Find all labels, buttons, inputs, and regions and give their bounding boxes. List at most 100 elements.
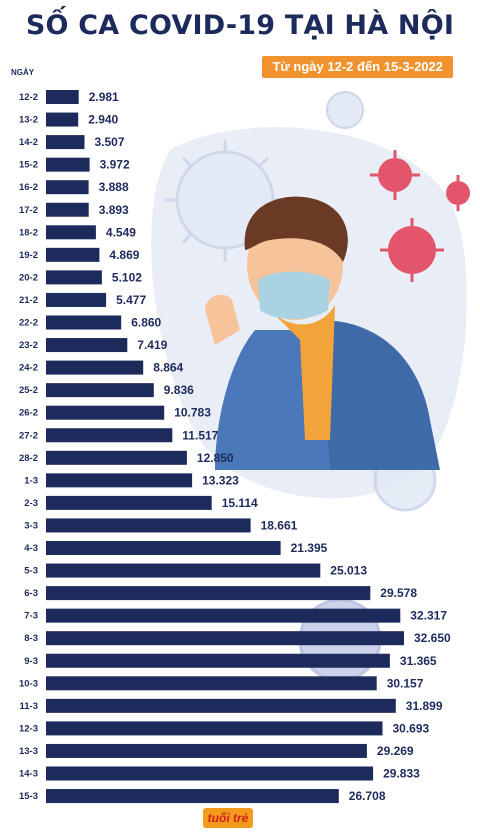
bar (46, 495, 212, 510)
value-label: 9.836 (164, 383, 194, 397)
value-label: 31.365 (400, 654, 437, 668)
bar (46, 631, 404, 646)
bar (46, 541, 281, 555)
bar (46, 247, 100, 262)
category-label: 14-2 (19, 137, 38, 148)
value-label: 13.323 (202, 473, 239, 487)
publisher-logo: tuổi trẻ (203, 808, 253, 828)
value-label: 5.477 (116, 293, 146, 307)
value-label: 30.693 (393, 721, 430, 735)
category-label: 1-3 (24, 475, 38, 486)
value-label: 30.157 (387, 676, 424, 690)
category-label: 22-2 (19, 318, 38, 329)
category-label: 19-2 (19, 250, 38, 261)
bar (46, 315, 122, 330)
bar (46, 180, 89, 195)
value-label: 29.578 (380, 586, 417, 600)
value-label: 31.899 (406, 699, 443, 713)
bar (46, 428, 173, 443)
bar (46, 270, 102, 285)
bar (46, 360, 144, 375)
bar (46, 743, 367, 758)
bar (46, 338, 128, 353)
value-label: 3.888 (99, 180, 129, 194)
bar (46, 721, 383, 736)
category-label: 15-3 (19, 791, 38, 802)
value-label: 3.972 (100, 158, 130, 172)
value-label: 32.317 (410, 609, 447, 623)
bar (46, 473, 193, 488)
category-label: 13-3 (19, 746, 38, 757)
category-label: 15-2 (19, 160, 38, 171)
bar (46, 90, 79, 104)
bar (46, 653, 390, 668)
category-label: 12-2 (19, 92, 38, 103)
value-label: 12.850 (197, 451, 234, 465)
bar (46, 608, 401, 623)
category-label: 24-2 (19, 363, 38, 374)
value-label: 29.833 (383, 767, 420, 781)
bar (46, 518, 251, 533)
bar (46, 135, 85, 150)
bar (46, 789, 339, 804)
value-label: 32.650 (414, 631, 451, 645)
category-label: 9-3 (24, 656, 38, 667)
bar (46, 676, 377, 691)
value-label: 7.419 (137, 338, 167, 352)
value-label: 18.661 (261, 518, 298, 532)
bar (46, 766, 374, 781)
bar (46, 405, 165, 420)
category-label: 2-3 (24, 498, 38, 509)
category-label: 3-3 (24, 520, 38, 531)
category-label: 28-2 (19, 453, 38, 464)
category-label: 26-2 (19, 408, 38, 419)
bar (46, 112, 79, 127)
category-label: 20-2 (19, 272, 38, 283)
bar (46, 586, 371, 601)
value-label: 11.517 (182, 428, 218, 442)
value-label: 26.708 (349, 789, 386, 803)
bar (46, 202, 89, 217)
value-label: 4.549 (106, 225, 136, 239)
chart-title: SỐ CA COVID-19 TẠI HÀ NỘI (25, 10, 455, 41)
bar (46, 563, 321, 578)
category-label: 23-2 (19, 340, 38, 351)
category-label: 27-2 (19, 430, 38, 441)
value-label: 2.981 (89, 90, 119, 104)
category-label: 6-3 (24, 588, 38, 599)
category-label: 10-3 (19, 678, 38, 689)
value-label: 29.269 (377, 744, 414, 758)
category-label: 21-2 (19, 295, 38, 306)
category-label: 11-3 (20, 701, 39, 712)
category-label: 16-2 (19, 182, 38, 193)
value-label: 2.940 (88, 113, 118, 127)
category-label: 13-2 (19, 115, 38, 126)
date-range-badge: Từ ngày 12-2 đến 15-3-2022 (262, 56, 453, 78)
value-label: 4.869 (109, 248, 139, 262)
category-label: 8-3 (24, 633, 38, 644)
bar (46, 157, 90, 172)
bar (46, 383, 154, 398)
value-label: 25.013 (330, 564, 367, 578)
value-label: 5.102 (112, 270, 142, 284)
category-label: 4-3 (24, 543, 38, 554)
category-label: 18-2 (19, 227, 38, 238)
bar (46, 225, 96, 240)
value-label: 10.783 (174, 406, 211, 420)
value-label: 8.864 (153, 361, 183, 375)
category-label: 25-2 (19, 385, 38, 396)
value-label: 3.893 (99, 203, 129, 217)
bar (46, 698, 396, 713)
bar (46, 292, 107, 307)
category-label: 17-2 (19, 205, 38, 216)
category-label: 7-3 (24, 611, 38, 622)
bar (46, 450, 187, 465)
value-label: 15.114 (222, 496, 258, 510)
category-label: 5-3 (24, 566, 38, 577)
category-label: 12-3 (19, 723, 38, 734)
category-label: 14-3 (19, 769, 38, 780)
value-label: 6.860 (131, 316, 161, 330)
value-label: 21.395 (291, 541, 328, 555)
axis-label-days: NGÀY (11, 68, 35, 77)
